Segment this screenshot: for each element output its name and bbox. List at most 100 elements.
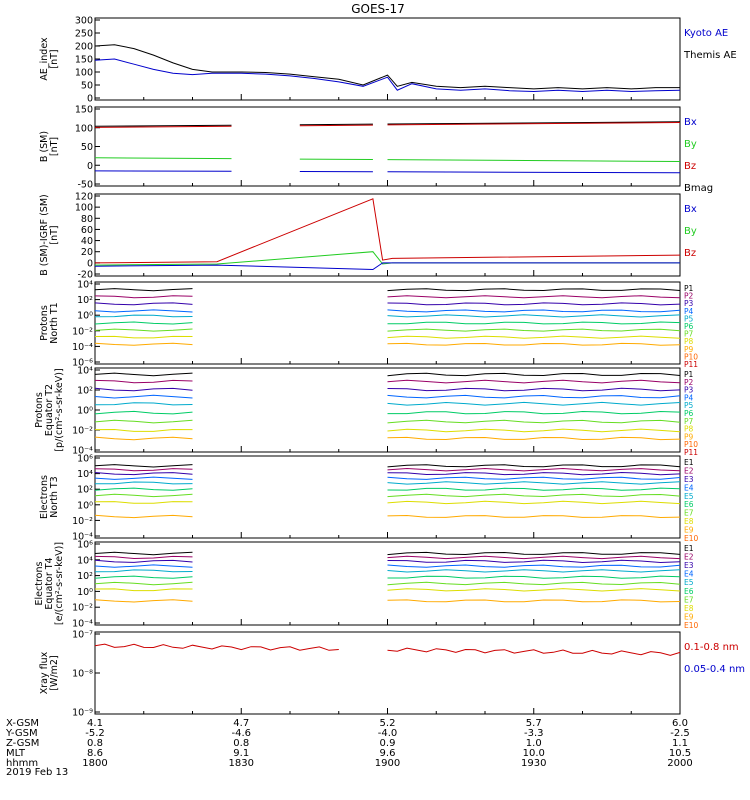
series-line (95, 336, 193, 338)
legend-entry: Bmag (684, 183, 713, 194)
y-tick-label: 0 (87, 258, 93, 269)
series-line (388, 343, 681, 345)
y-tick-label: 60 (81, 225, 93, 236)
panel-pn: 10⁴ 10² 10⁰ 10⁻² 10⁻⁴ 10⁻⁶ Protons North T1 P1P2… (39, 280, 698, 370)
series-line (388, 429, 681, 432)
y-tick-label: 10² (77, 386, 93, 397)
series-line (95, 380, 193, 382)
series-line (388, 565, 681, 567)
panel-frame (95, 18, 680, 100)
y-tick-label: 0 (87, 94, 93, 105)
traces-ae (95, 45, 680, 92)
y-tick-label: 10⁰ (77, 311, 93, 322)
series-line (95, 395, 193, 398)
y-tick-label: 10⁶ (77, 540, 93, 551)
y-tick-label: 100 (75, 203, 93, 214)
series-line (95, 289, 193, 291)
series-line (95, 315, 193, 317)
time-axis-value: 1800 (82, 758, 107, 769)
series-line (388, 388, 681, 391)
y-tick-label: 10⁰ (77, 500, 93, 511)
series-line (388, 560, 681, 562)
legend-entry: E10 (684, 621, 699, 630)
legend-entry: Kyoto AE (684, 28, 728, 39)
series-line (388, 556, 681, 558)
traces-pe (95, 373, 680, 440)
y-tick-label: 100 (75, 123, 93, 134)
series-line (388, 576, 681, 578)
y-tick-label: 10⁻² (72, 516, 93, 527)
series-line (95, 437, 193, 440)
series-line (95, 388, 193, 390)
series-line (388, 477, 681, 479)
legend-entry: 0.05-0.4 nm (684, 664, 745, 675)
series-line (95, 477, 193, 479)
series-line (95, 570, 193, 572)
y-tick-label: 50 (81, 142, 93, 153)
series-line (388, 412, 681, 414)
series-line (388, 482, 681, 484)
y-tick-label: 150 (75, 55, 93, 66)
traces-bsm (95, 122, 680, 173)
y-tick-label: 10⁻⁴ (72, 619, 93, 630)
legend-entry: By (684, 226, 697, 237)
y-tick-label: 10⁻² (72, 426, 93, 437)
series-line (388, 582, 681, 584)
series-line (95, 465, 193, 467)
y-tick-label: 10⁶ (77, 454, 93, 465)
y-tick-label: 0 (87, 161, 93, 172)
legend-entry: P11 (684, 448, 698, 457)
time-axis: X-GSM 4.1 4.7 5.2 5.7 6.0Y-GSM -5.2 -4.6 -4.0 -3.… (5, 718, 693, 769)
series-line (95, 45, 680, 89)
series-line (300, 124, 373, 125)
legend-entry: P11 (684, 360, 698, 369)
time-axis-value: 1830 (229, 758, 254, 769)
legend-entry: 0.1-0.8 nm (684, 642, 739, 653)
time-axis-value: 1930 (521, 758, 546, 769)
series-line (95, 469, 193, 471)
panel-bsm: 150 100 50 0 -50 B (SM) [nT] Bx By Bz Bmag (39, 105, 713, 195)
series-line (95, 582, 193, 584)
y-tick-label: -50 (77, 180, 93, 191)
series-line (388, 373, 681, 375)
series-line (95, 488, 193, 490)
y-tick-label: 150 (75, 105, 93, 116)
y-tick-label: 10⁴ (77, 280, 93, 291)
series-line (95, 644, 339, 650)
series-line (388, 488, 681, 490)
series-line (95, 322, 193, 324)
y-tick-label: 10² (77, 571, 93, 582)
series-line (388, 322, 681, 324)
panel-frame (95, 456, 680, 538)
series-line (388, 303, 681, 305)
y-axis-label: North T1 (49, 302, 60, 343)
series-line (95, 403, 193, 405)
y-axis-label: [nT] (49, 49, 60, 68)
y-tick-label: 10⁻⁴ (72, 342, 93, 353)
panel-frame (95, 632, 680, 714)
series-line (95, 589, 193, 591)
series-line (388, 473, 681, 475)
y-axis-label: [W/m2] (49, 655, 60, 690)
y-tick-label: 100 (75, 68, 93, 79)
panel-en: 10⁶10⁴10²10⁰10⁻²10⁻⁴Electrons North T3E1E… (39, 454, 699, 544)
series-line (95, 565, 193, 567)
series-line (95, 560, 193, 562)
series-line (95, 296, 193, 298)
y-tick-label: 10² (77, 295, 93, 306)
series-line (388, 600, 681, 602)
series-line (388, 589, 681, 591)
time-axis-value: 1900 (375, 758, 400, 769)
series-line (95, 494, 193, 496)
series-line (95, 600, 193, 602)
series-line (388, 465, 681, 467)
y-tick-label: 200 (75, 42, 93, 53)
series-line (95, 373, 193, 376)
series-line (388, 310, 681, 312)
legend-entry: Bx (684, 117, 697, 128)
series-line (95, 420, 193, 423)
panels-group: 300250200150100500AE_index [nT]Kyoto AETh… (34, 16, 745, 719)
y-tick-label: 10⁴ (77, 366, 93, 377)
series-line (388, 501, 681, 503)
series-line (95, 343, 193, 345)
